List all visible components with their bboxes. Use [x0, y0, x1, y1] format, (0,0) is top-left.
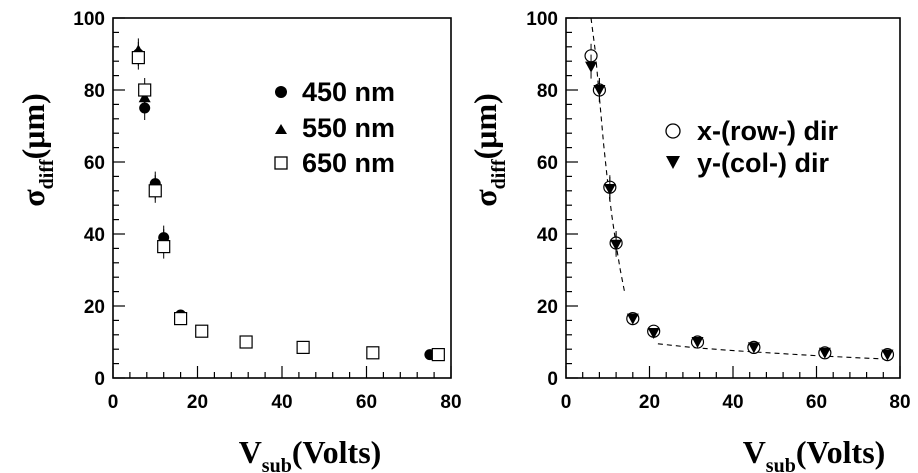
data-point	[647, 328, 660, 339]
data-point	[131, 50, 145, 65]
tick-marks	[112, 17, 452, 379]
legend-marker-550nm	[275, 124, 287, 134]
x-tick-labels: 0 20 40 60 80	[561, 392, 911, 413]
y-axis-title: σdiff(μm)	[467, 93, 510, 207]
legend-label-450nm: 450 nm	[302, 77, 395, 107]
legend-label-y-dir: y-(col-) dir	[697, 148, 829, 178]
data-point	[585, 61, 598, 73]
legend-marker-450nm	[275, 86, 287, 98]
legend-marker-x-dir	[665, 123, 681, 139]
legend-label-550nm: 550 nm	[302, 113, 395, 143]
fit-curve	[657, 343, 892, 360]
tick-marks	[565, 17, 901, 379]
y-tick-label: 40	[537, 225, 558, 246]
data-point	[626, 313, 639, 325]
data-points	[584, 43, 895, 362]
data-point	[881, 349, 894, 361]
x-tick-label: 0	[561, 392, 572, 413]
y-tick-label: 20	[537, 297, 558, 318]
x-tick-label: 20	[639, 392, 660, 413]
legend-marker-650nm	[274, 156, 288, 170]
x-tick-label: 60	[806, 392, 827, 413]
y-axis-title: σdiff(μm)	[15, 93, 58, 207]
fit-curves	[590, 17, 892, 360]
y-tick-label: 60	[537, 153, 558, 174]
data-point	[174, 312, 188, 326]
data-point	[366, 346, 380, 360]
data-point	[747, 342, 760, 354]
legend-label-650nm: 650 nm	[302, 148, 395, 178]
x-tick-label: 40	[271, 392, 292, 413]
y-tick-label: 100	[526, 9, 558, 30]
x-tick-labels: 0 20 40 60 80	[108, 392, 462, 413]
x-axis-title: Vsub(Volts)	[743, 434, 886, 473]
x-tick-label: 0	[108, 392, 119, 413]
data-point	[818, 347, 831, 359]
y-tick-label: 80	[537, 81, 558, 102]
x-tick-label: 60	[356, 392, 377, 413]
y-tick-label: 80	[84, 81, 105, 102]
data-point	[157, 240, 171, 254]
x-axis-title: Vsub(Volts)	[239, 434, 382, 473]
plot-frame	[112, 17, 452, 379]
x-tick-label: 20	[187, 392, 208, 413]
y-tick-labels: 0 20 40 60 80 100	[526, 9, 558, 390]
data-point	[691, 337, 704, 348]
y-tick-label: 0	[547, 369, 558, 390]
data-points	[131, 38, 445, 362]
y-tick-label: 100	[73, 9, 105, 30]
right-panel: 0 20 40 60 80 0 20 40 60 80 100 Vsub(Volts) σdiff…	[467, 9, 911, 473]
legend-label-x-dir: x-(row-) dir	[697, 116, 838, 146]
y-tick-label: 40	[84, 225, 105, 246]
x-tick-label: 80	[889, 392, 910, 413]
data-point	[593, 85, 606, 96]
data-point	[296, 340, 310, 354]
data-point	[239, 335, 253, 349]
plot-frame	[565, 17, 901, 379]
data-point	[138, 83, 152, 97]
data-point	[431, 348, 445, 362]
x-tick-label: 80	[440, 392, 461, 413]
y-tick-label: 60	[84, 153, 105, 174]
data-point	[195, 324, 209, 338]
data-point	[148, 184, 162, 198]
legend-marker-y-dir	[666, 156, 680, 169]
data-point	[603, 184, 616, 195]
x-tick-label: 40	[722, 392, 743, 413]
y-tick-labels: 0 20 40 60 80 100	[73, 9, 105, 390]
y-tick-label: 0	[94, 369, 105, 390]
legend: x-(row-) dir y-(col-) dir	[665, 116, 838, 178]
legend: 450 nm 550 nm 650 nm	[274, 77, 395, 178]
data-point	[610, 239, 623, 251]
y-tick-label: 20	[84, 297, 105, 318]
left-panel: 0 20 40 60 80 0 20 40 60 80 100 Vsub(Volts) σdiff…	[15, 9, 462, 473]
